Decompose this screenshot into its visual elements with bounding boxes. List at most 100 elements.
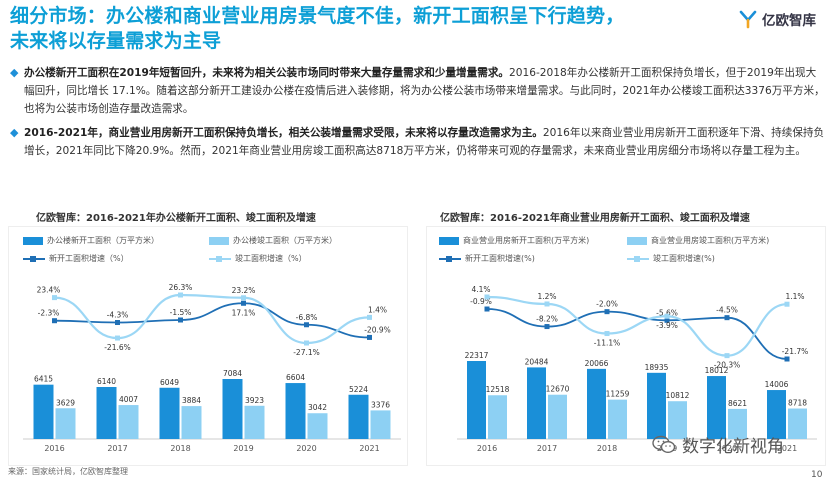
line-point bbox=[241, 295, 246, 301]
bar-value-label: 20484 bbox=[525, 357, 549, 366]
legend-office-new-bar: 办公楼新开工面积（万平方米） bbox=[23, 235, 159, 246]
title-line-2: 未来将以存量需求为主导 bbox=[10, 30, 222, 52]
bar-value-label: 6140 bbox=[97, 377, 116, 386]
legend-office-done-bar: 办公楼竣工面积（万平方米） bbox=[209, 235, 337, 246]
x-tick-label: 2018 bbox=[597, 444, 617, 453]
line-point bbox=[52, 318, 57, 324]
bar-value-label: 8718 bbox=[788, 399, 807, 408]
line-point bbox=[367, 314, 372, 320]
legend-label: 商业营业用房竣工面积(万平方米) bbox=[651, 236, 770, 245]
bar-value-label: 6604 bbox=[286, 373, 305, 382]
bar-value-label: 4007 bbox=[119, 395, 138, 404]
line-point bbox=[784, 356, 790, 362]
legend-swatch bbox=[23, 255, 45, 263]
bar-value-label: 8621 bbox=[728, 399, 747, 408]
line-value-label: -20.9% bbox=[364, 325, 391, 334]
bar-done bbox=[788, 408, 807, 439]
bar-value-label: 5224 bbox=[349, 385, 368, 394]
line-point bbox=[544, 301, 550, 307]
legend-swatch bbox=[209, 236, 229, 245]
legend-swatch bbox=[23, 236, 43, 245]
line-value-label: -21.7% bbox=[782, 347, 809, 356]
legend-label: 竣工面积增速（%） bbox=[235, 254, 307, 263]
bar-done bbox=[118, 405, 139, 439]
line-value-label: -0.9% bbox=[470, 297, 492, 306]
line-point bbox=[544, 324, 550, 330]
source-note: 来源：国家统计局，亿欧智库整理 bbox=[8, 467, 128, 476]
watermark: 数字化新视角 bbox=[652, 432, 784, 457]
bar-new bbox=[96, 386, 117, 439]
bar-value-label: 6049 bbox=[160, 378, 179, 387]
line-value-label: 1.4% bbox=[368, 305, 387, 314]
line-value-label: -27.1% bbox=[293, 348, 320, 357]
bar-value-label: 11259 bbox=[606, 390, 630, 399]
legend-label: 办公楼新开工面积（万平方米） bbox=[47, 236, 159, 245]
line-done-growth bbox=[54, 293, 370, 345]
bar-new bbox=[348, 394, 369, 439]
bar-value-label: 14006 bbox=[765, 380, 789, 389]
bar-new bbox=[527, 367, 546, 439]
bar-done bbox=[307, 413, 328, 439]
bar-value-label: 6415 bbox=[34, 375, 53, 384]
bar-value-label: 18935 bbox=[645, 363, 669, 372]
line-value-label: -4.3% bbox=[107, 311, 129, 320]
x-tick-label: 2019 bbox=[233, 444, 253, 453]
bullet-office: ◆ 办公楼新开工面积在2019年短暂回升，未来将为相关公装市场同时带来大量存量需… bbox=[10, 64, 825, 118]
line-point bbox=[664, 317, 670, 323]
line-point bbox=[178, 292, 183, 298]
line-value-label: -5.6% bbox=[656, 308, 678, 317]
bar-value-label: 12670 bbox=[546, 385, 570, 394]
line-point bbox=[784, 301, 790, 307]
bar-done bbox=[370, 410, 391, 439]
line-point bbox=[604, 309, 610, 315]
bullet-diamond-icon: ◆ bbox=[10, 66, 19, 79]
line-value-label: -3.9% bbox=[656, 321, 678, 330]
legend-office-done-line: 竣工面积增速（%） bbox=[209, 253, 307, 264]
bullet-diamond-icon: ◆ bbox=[10, 126, 19, 139]
title-line-1: 细分市场：办公楼和商业营业用房景气度不佳，新开工面积呈下行趋势， bbox=[10, 5, 625, 27]
legend-swatch bbox=[627, 255, 649, 263]
line-point bbox=[304, 340, 309, 346]
brand-logo: 亿欧智库 bbox=[738, 8, 830, 30]
bar-value-label: 22317 bbox=[465, 351, 489, 360]
legend-label: 竣工面积增速(%) bbox=[653, 254, 715, 263]
line-value-label: 23.4% bbox=[37, 286, 61, 295]
line-value-label: -6.8% bbox=[296, 313, 318, 322]
bullet-commercial: ◆ 2016-2021年，商业营业用房新开工面积保持负增长，相关公装增量需求受限… bbox=[10, 124, 825, 160]
bar-value-label: 3923 bbox=[245, 396, 264, 405]
line-point bbox=[604, 331, 610, 337]
x-tick-label: 2017 bbox=[107, 444, 127, 453]
line-point bbox=[724, 353, 730, 359]
legend-label: 商业营业用房新开工面积(万平方米) bbox=[463, 236, 590, 245]
page-number: 10 bbox=[811, 470, 823, 480]
line-new-growth bbox=[54, 302, 370, 339]
bar-done bbox=[244, 405, 265, 439]
chart-office-plot: 6415 6140 6049 7084 6604 5224 3629 4007 3884 3923… bbox=[23, 283, 401, 453]
line-value-label: -1.5% bbox=[170, 308, 192, 317]
bullet-commercial-text: 2016年以来商业营业用房新开工面积逐年下滑、持续保持负增长，2021年同比下降… bbox=[24, 127, 825, 157]
bar-new bbox=[159, 387, 180, 439]
line-point bbox=[484, 306, 490, 312]
legend-com-done-bar: 商业营业用房竣工面积(万平方米) bbox=[627, 235, 769, 246]
legend-com-new-line: 新开工面积增速(%) bbox=[439, 253, 535, 264]
chart-office: 办公楼新开工面积（万平方米） 办公楼竣工面积（万平方米） 新开工面积增速（%） … bbox=[8, 226, 408, 466]
line-point bbox=[304, 322, 309, 328]
bar-value-label: 3376 bbox=[371, 400, 390, 409]
x-tick-label: 2020 bbox=[296, 444, 316, 453]
line-point bbox=[664, 313, 670, 319]
bar-value-label: 18012 bbox=[705, 366, 729, 375]
bar-new bbox=[587, 368, 606, 439]
watermark-text: 数字化新视角 bbox=[682, 437, 784, 457]
legend-swatch bbox=[439, 255, 461, 263]
x-tick-label: 2016 bbox=[44, 444, 64, 453]
line-value-label: -4.5% bbox=[716, 306, 738, 315]
bar-new bbox=[222, 379, 243, 439]
bar-done bbox=[608, 399, 627, 439]
chart-office-title: 亿欧智库：2016-2021年办公楼新开工面积、竣工面积及增速 bbox=[36, 213, 316, 224]
bar-value-label: 10812 bbox=[666, 391, 690, 400]
legend-com-done-line: 竣工面积增速(%) bbox=[627, 253, 715, 264]
wechat-icon bbox=[652, 435, 676, 453]
legend-label: 办公楼竣工面积（万平方米） bbox=[233, 236, 337, 245]
line-value-label: -21.6% bbox=[104, 343, 131, 352]
bar-new bbox=[707, 376, 726, 439]
